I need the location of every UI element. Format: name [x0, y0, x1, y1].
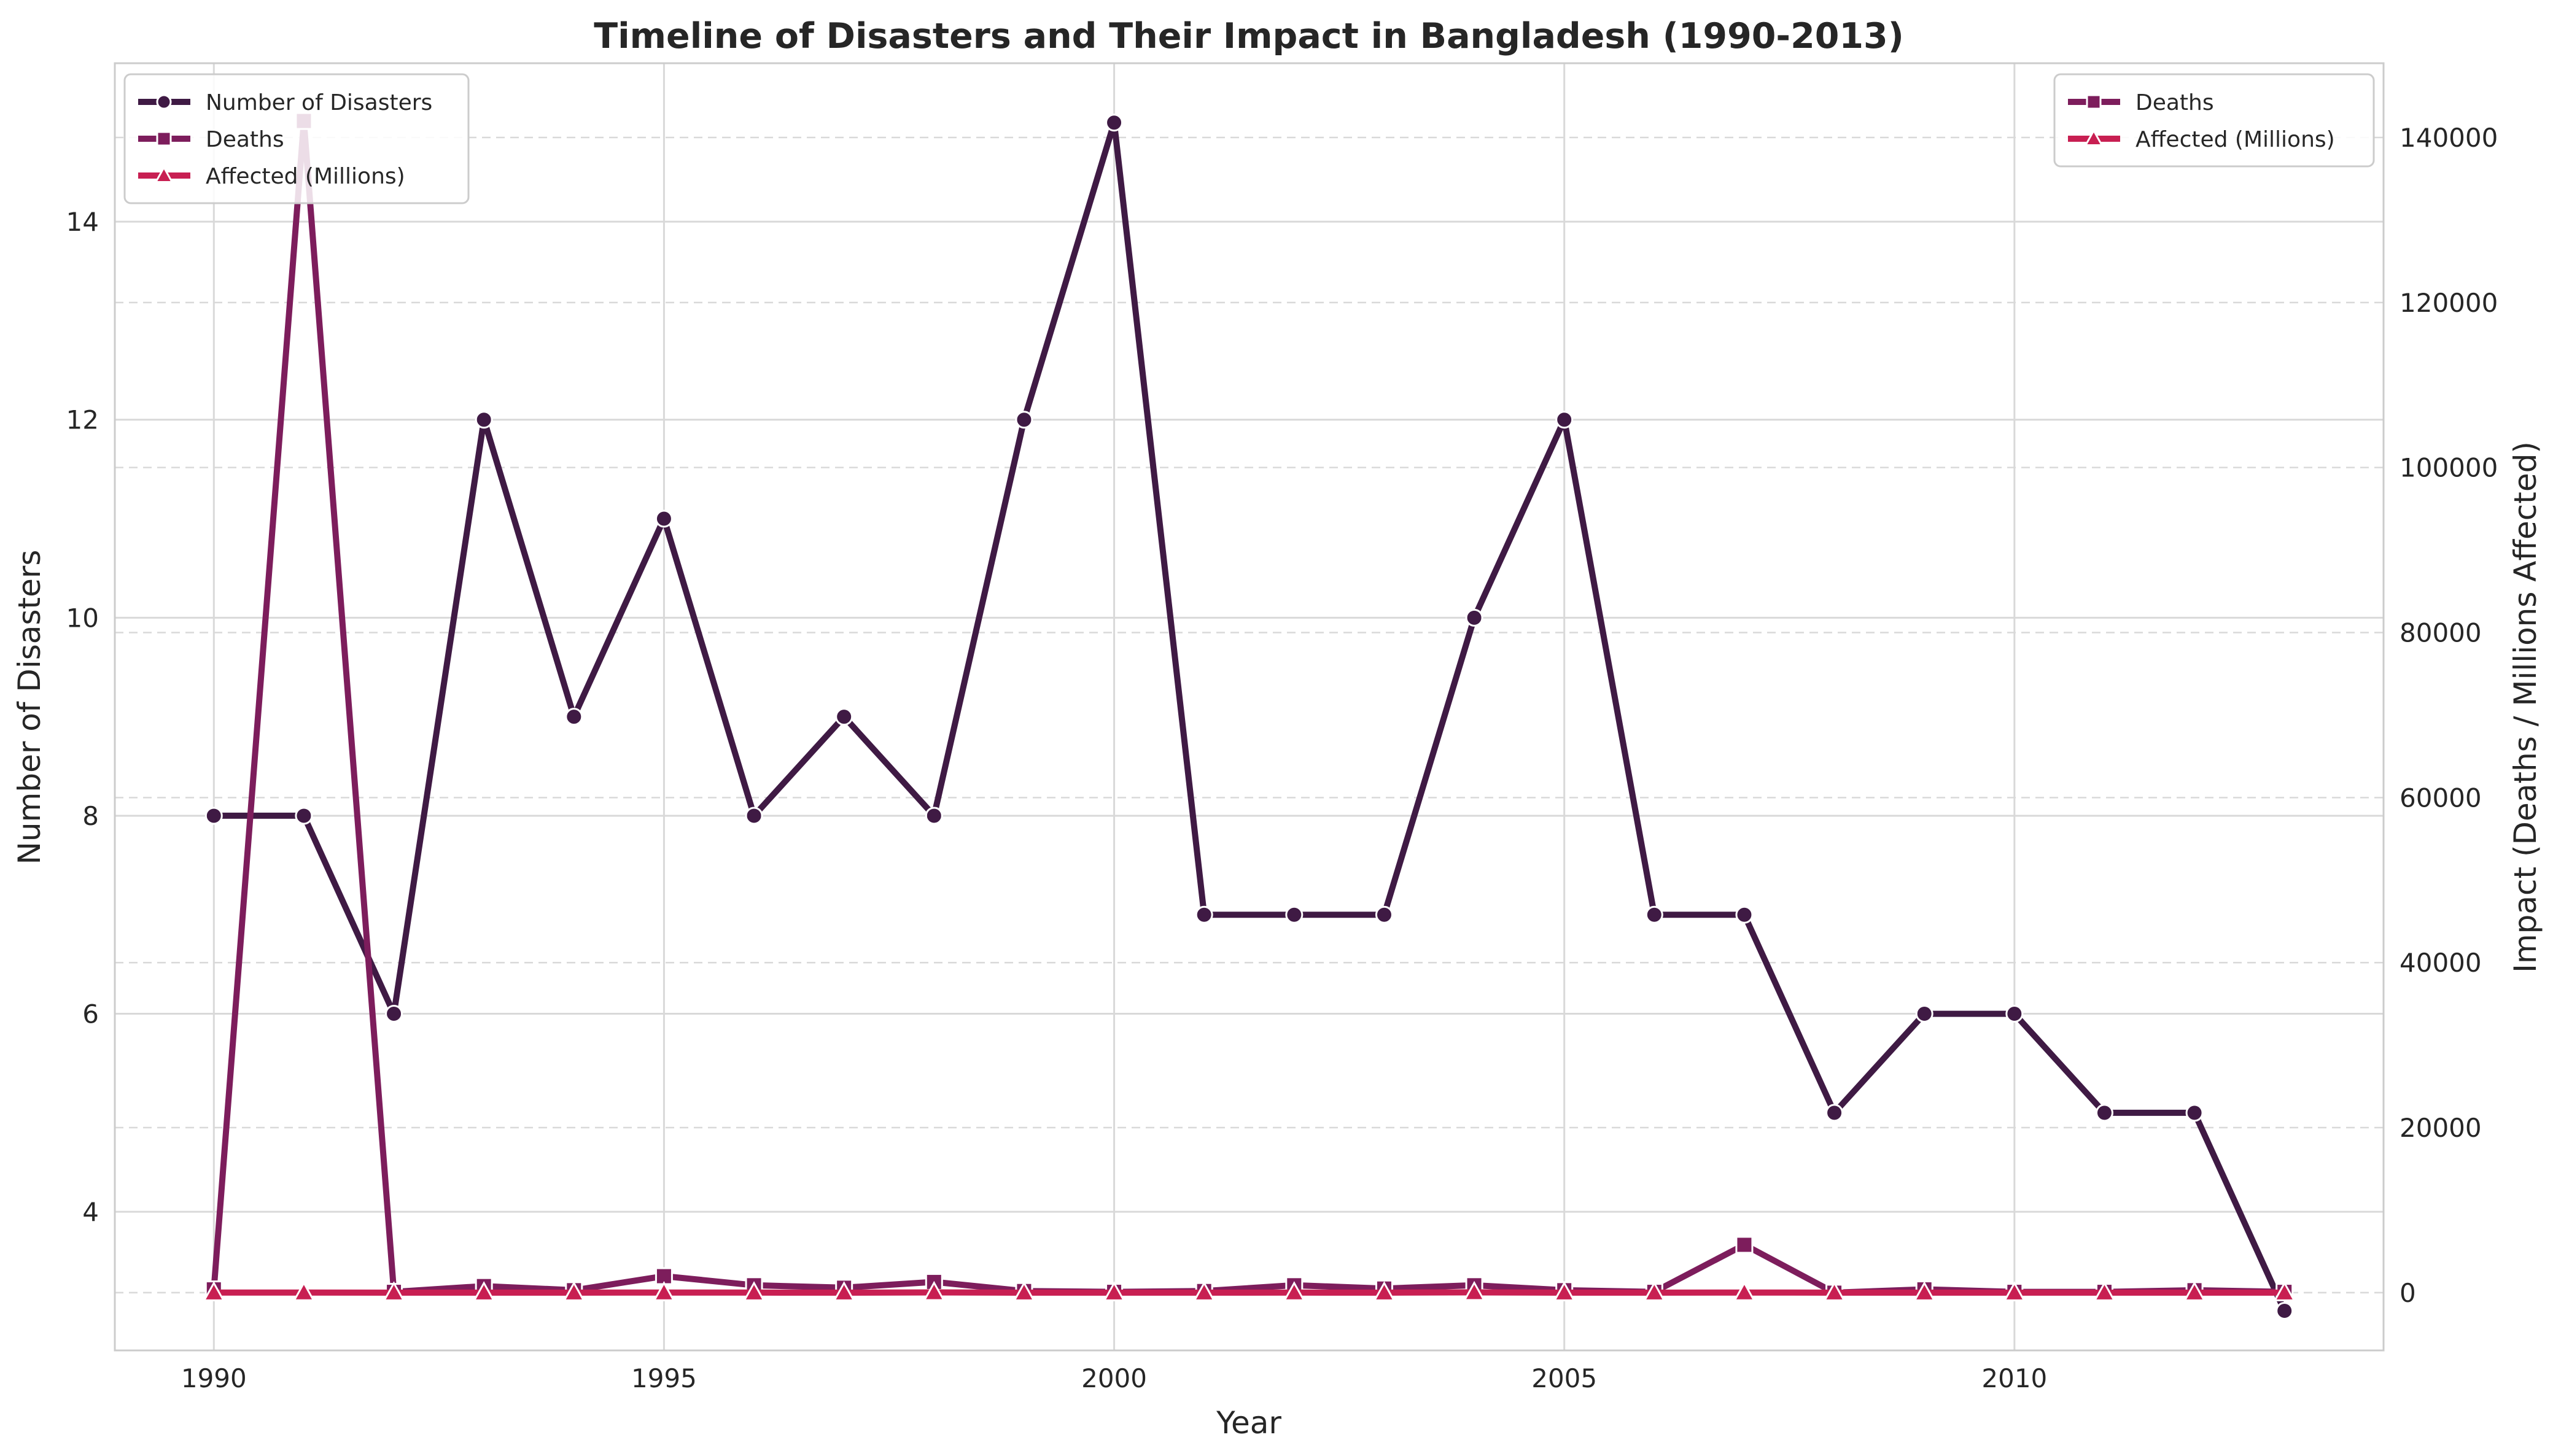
data-point-affected-millions	[383, 1281, 405, 1301]
y-right-tick-label: 20000	[2400, 1113, 2482, 1143]
data-point-affected-millions	[1103, 1281, 1125, 1301]
chart-title: Timeline of Disasters and Their Impact i…	[594, 16, 1904, 56]
data-point-affected-millions	[1643, 1281, 1666, 1301]
y-axis-right-label: Impact (Deaths / Millions Affected)	[2508, 441, 2543, 973]
data-point-affected-millions	[203, 1281, 225, 1301]
tick-layer: 1990 1995 2000 2005 2010 4 6 8 10 12 14 0 20000 40000…	[66, 123, 2498, 1393]
data-point-number-of-disasters	[835, 708, 853, 726]
data-point-affected-millions	[2183, 1281, 2206, 1301]
data-point-number-of-disasters	[385, 1005, 403, 1023]
legend-box	[123, 73, 470, 204]
grid-layer	[115, 63, 2384, 1350]
y-right-tick-label: 0	[2400, 1278, 2416, 1308]
data-point-affected-millions	[292, 1281, 316, 1301]
y-left-tick-label: 10	[66, 603, 99, 633]
data-point-affected-millions	[923, 1280, 946, 1301]
legend-swatch-marker	[156, 94, 172, 110]
data-point-affected-millions	[2003, 1281, 2026, 1301]
legend-label: Affected (Millions)	[206, 164, 405, 189]
legend-swatch-marker	[156, 131, 172, 147]
data-point-number-of-disasters	[565, 708, 583, 726]
legend-swatch-marker	[154, 165, 174, 184]
y-left-tick-label: 4	[82, 1197, 99, 1227]
legend-label: Deaths	[2135, 90, 2214, 115]
x-tick-label: 1990	[181, 1363, 247, 1393]
x-tick-label: 2000	[1081, 1363, 1147, 1393]
x-tick-label: 1995	[631, 1363, 697, 1393]
data-point-number-of-disasters	[1465, 608, 1483, 627]
x-tick-label: 2010	[1981, 1363, 2047, 1393]
data-point-number-of-disasters	[1375, 905, 1393, 924]
y-right-tick-label: 60000	[2400, 783, 2482, 813]
legend-right: Deaths Affected (Millions)	[2053, 73, 2375, 168]
y-right-tick-label: 80000	[2400, 618, 2482, 648]
y-left-tick-label: 12	[66, 405, 99, 435]
data-point-affected-millions	[833, 1281, 855, 1301]
legend-box	[2053, 73, 2375, 168]
y-right-tick-label: 40000	[2400, 948, 2482, 978]
legend-label: Number of Disasters	[206, 90, 432, 115]
data-point-number-of-disasters	[745, 807, 763, 825]
data-point-affected-millions	[2273, 1281, 2296, 1301]
data-point-affected-millions	[653, 1281, 675, 1301]
data-point-affected-millions	[1193, 1281, 1216, 1301]
legend-label: Affected (Millions)	[2135, 127, 2335, 152]
legend-swatch-marker	[2084, 128, 2104, 147]
y-left-tick-label: 14	[66, 207, 99, 237]
data-point-number-of-disasters	[2095, 1104, 2113, 1122]
data-point-number-of-disasters	[295, 807, 313, 825]
legend-swatch-marker	[2086, 94, 2102, 110]
data-point-number-of-disasters	[1105, 114, 1124, 132]
data-point-affected-millions	[2093, 1281, 2116, 1301]
data-point-number-of-disasters	[1285, 905, 1304, 924]
data-point-affected-millions	[742, 1281, 766, 1301]
data-point-affected-millions	[1823, 1281, 1846, 1301]
y-right-tick-label: 120000	[2400, 288, 2498, 318]
series-number-of-disasters	[204, 114, 2294, 1320]
series-line-number-of-disasters	[211, 119, 2288, 1314]
data-point-number-of-disasters	[2005, 1005, 2024, 1023]
data-point-affected-millions	[1283, 1281, 1305, 1301]
series-line-affected-millions	[211, 1289, 2288, 1296]
data-point-affected-millions	[1733, 1281, 1756, 1301]
data-point-affected-millions	[1463, 1280, 1486, 1301]
data-point-deaths	[1735, 1236, 1754, 1254]
series-line-deaths	[211, 118, 2288, 1296]
data-point-number-of-disasters	[1915, 1005, 1933, 1023]
y-left-tick-label: 8	[82, 801, 99, 831]
y-right-tick-label: 140000	[2400, 123, 2498, 153]
data-point-number-of-disasters	[1825, 1104, 1844, 1122]
series-deaths	[204, 112, 2294, 1302]
data-point-number-of-disasters	[655, 509, 673, 528]
data-point-number-of-disasters	[1645, 905, 1663, 924]
y-left-tick-label: 6	[82, 999, 99, 1029]
data-point-number-of-disasters	[2275, 1301, 2294, 1320]
legend-left: Number of Disasters Deaths Affected (Milli…	[123, 73, 470, 204]
y-right-tick-label: 100000	[2400, 453, 2498, 483]
data-point-affected-millions	[1012, 1281, 1036, 1301]
data-point-affected-millions	[1913, 1281, 1936, 1301]
data-point-number-of-disasters	[2185, 1104, 2204, 1122]
data-point-affected-millions	[473, 1281, 495, 1301]
x-axis-label: Year	[1216, 1405, 1281, 1441]
data-point-number-of-disasters	[1555, 411, 1574, 429]
data-point-number-of-disasters	[1015, 411, 1033, 429]
data-point-number-of-disasters	[475, 411, 493, 429]
data-point-number-of-disasters	[1195, 905, 1213, 924]
data-point-affected-millions	[562, 1281, 585, 1301]
data-point-affected-millions	[1373, 1281, 1396, 1301]
data-point-number-of-disasters	[204, 807, 223, 825]
y-axis-left-label: Number of Disasters	[12, 550, 47, 865]
series-layer	[203, 112, 2296, 1320]
data-point-affected-millions	[1553, 1281, 1576, 1301]
data-point-number-of-disasters	[1735, 905, 1754, 924]
series-affected-millions	[203, 1280, 2296, 1301]
x-tick-label: 2005	[1531, 1363, 1597, 1393]
data-point-number-of-disasters	[925, 807, 943, 825]
plot-frame	[114, 62, 2385, 1352]
legend-label: Deaths	[206, 127, 284, 152]
